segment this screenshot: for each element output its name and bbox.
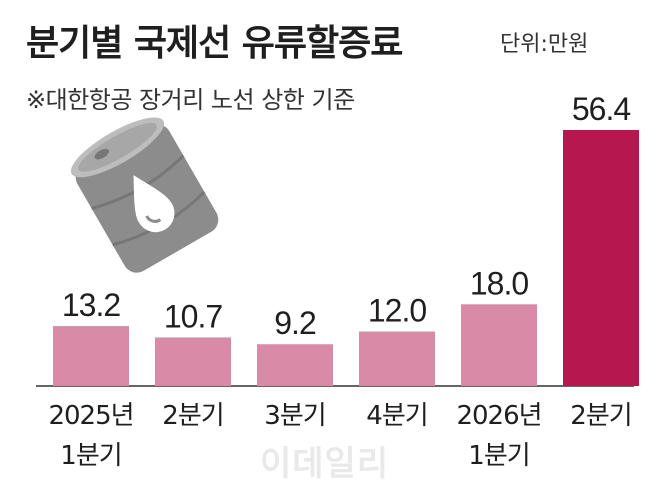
bar <box>155 337 231 386</box>
x-tick-label: 1분기 <box>468 441 529 471</box>
x-tick-label: 2026년 <box>456 401 541 431</box>
x-tick-label: 4분기 <box>366 401 427 431</box>
watermark: 이데일리 <box>260 444 390 484</box>
data-label: 13.2 <box>62 287 120 323</box>
oil-barrel-icon <box>70 117 219 273</box>
data-label: 18.0 <box>470 265 528 301</box>
bar <box>53 326 129 386</box>
data-label: 9.2 <box>274 305 316 341</box>
data-label: 12.0 <box>368 293 426 329</box>
x-tick-label: 2025년 <box>48 401 133 431</box>
x-tick-label: 3분기 <box>264 401 325 431</box>
data-label: 10.7 <box>164 298 222 334</box>
data-label: 56.4 <box>572 91 630 127</box>
unit-label: 단위:만원 <box>500 32 589 57</box>
x-tick-label: 2분기 <box>162 401 223 431</box>
bar <box>461 304 537 386</box>
chart-note: ※대한항공 장거리 노선 상한 기준 <box>26 86 355 114</box>
bar <box>257 344 333 386</box>
bar <box>359 331 435 386</box>
x-tick-label: 1분기 <box>60 441 121 471</box>
x-tick-label: 2분기 <box>570 401 631 431</box>
bar <box>563 130 639 386</box>
chart-title: 분기별 국제선 유류할증료 <box>26 23 403 64</box>
